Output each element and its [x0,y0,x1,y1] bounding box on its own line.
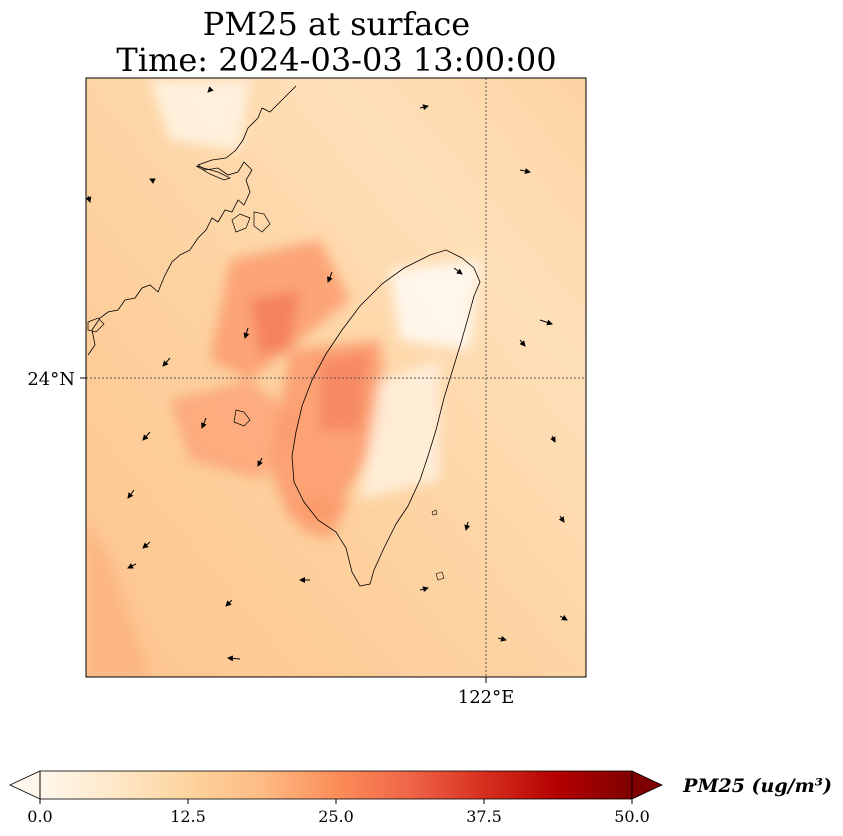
colorbar-max-extend [631,770,663,800]
colorbar-min-extend [9,770,41,800]
map-time: Time: 2024-03-03 13:00:00 [116,41,557,79]
lat-tick-label: 24°N [27,369,75,390]
colorbar-tick-label: 25.0 [318,807,354,826]
pm25-field [86,78,586,677]
colorbar-tick-label: 12.5 [170,807,206,826]
wind-vectors [86,86,568,662]
lon-tick-label: 122°E [458,687,515,708]
colorbar-tick-label: 37.5 [466,807,502,826]
colorbar: 0.0 12.5 25.0 37.5 50.0 PM25 (ug/m³) [9,770,832,826]
map-title: PM25 at surface [202,5,471,43]
colorbar-tick-label: 50.0 [614,807,650,826]
taiwan-coastline [291,249,481,587]
colorbar-tick-label: 0.0 [27,807,52,826]
china-coastline [87,85,297,356]
colorbar-title: PM25 (ug/m³) [682,775,832,797]
